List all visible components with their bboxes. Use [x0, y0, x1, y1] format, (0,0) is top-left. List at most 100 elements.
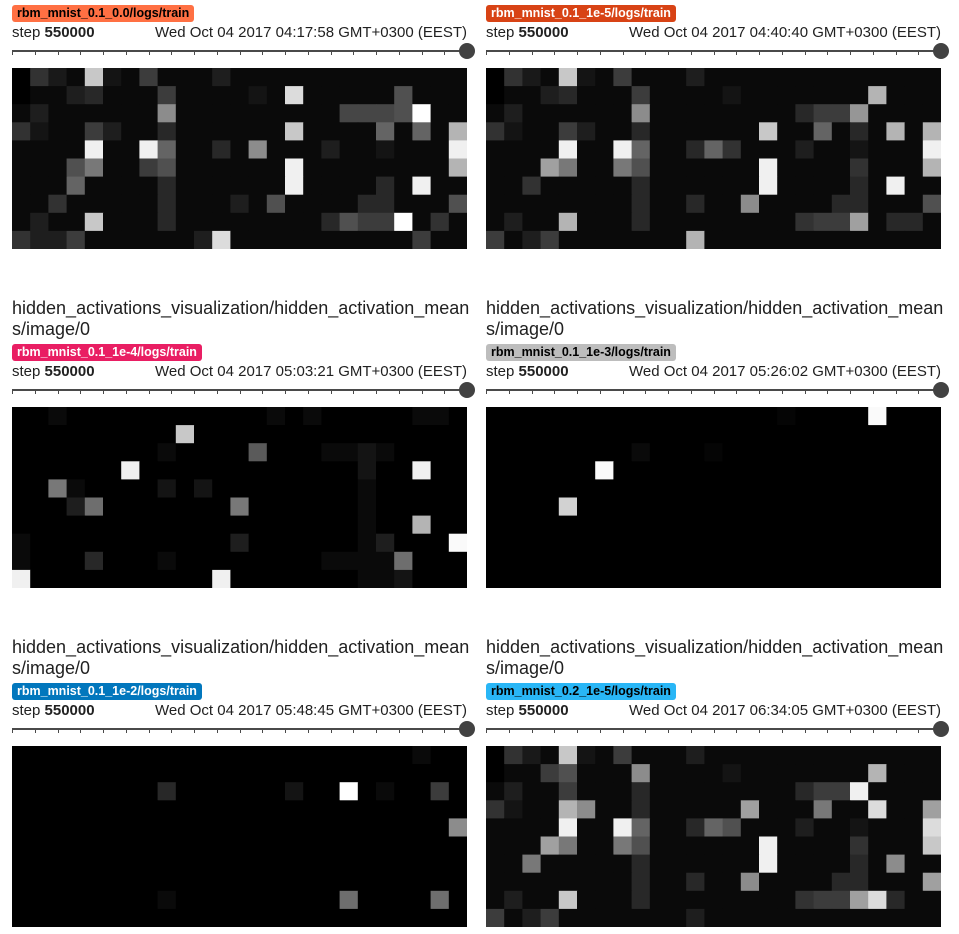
slider-tick	[262, 52, 263, 55]
heatmap-cell	[740, 425, 760, 444]
heatmap-cell	[303, 782, 322, 801]
slider-thumb[interactable]	[933, 721, 949, 737]
heatmap-cell	[30, 425, 49, 444]
heatmap-cell	[522, 443, 542, 462]
heatmap-cell	[48, 746, 68, 765]
run-chip[interactable]: rbm_mnist_0.1_1e-5/logs/train	[486, 5, 676, 22]
heatmap-cell	[886, 461, 906, 480]
slider-thumb[interactable]	[933, 382, 949, 398]
heatmap-cell	[394, 194, 413, 214]
heatmap-cell	[84, 194, 104, 214]
slider-track[interactable]	[486, 728, 941, 730]
step-label: step	[12, 24, 41, 41]
heatmap-cell	[376, 818, 395, 837]
heatmap-cell	[357, 68, 377, 87]
heatmap-cell	[668, 461, 687, 480]
heatmap-cell	[777, 230, 796, 249]
heatmap-cell	[66, 533, 86, 553]
card-title: hidden_activations_visualization/hidden_…	[12, 637, 470, 678]
heatmap-cell	[48, 782, 68, 801]
heatmap-cell	[777, 104, 796, 123]
heatmap-cell	[668, 872, 687, 892]
heatmap-cell	[448, 764, 467, 783]
heatmap-cell	[285, 890, 304, 910]
heatmap-cell	[303, 443, 322, 462]
slider-thumb[interactable]	[459, 721, 475, 737]
step-slider[interactable]	[12, 721, 476, 737]
heatmap-cell	[157, 782, 177, 801]
heatmap-cell	[212, 800, 231, 819]
slider-tick	[80, 391, 81, 394]
heatmap-cell	[248, 836, 268, 856]
heatmap-cell	[175, 68, 195, 87]
activation-image[interactable]	[486, 68, 941, 249]
run-chip[interactable]: rbm_mnist_0.1_0.0/logs/train	[12, 5, 195, 22]
heatmap-cell	[522, 836, 542, 856]
heatmap-cell	[157, 68, 177, 87]
heatmap-cell	[504, 515, 523, 535]
run-chip[interactable]: rbm_mnist_0.2_1e-5/logs/train	[486, 683, 676, 700]
heatmap-cell	[266, 230, 286, 249]
heatmap-cell	[777, 800, 796, 819]
heatmap-cell	[175, 533, 195, 553]
heatmap-cell	[321, 86, 341, 105]
slider-track[interactable]	[12, 728, 467, 730]
heatmap-cell	[759, 764, 778, 783]
heatmap-cell	[850, 407, 869, 426]
step-slider[interactable]	[486, 721, 950, 737]
slider-track[interactable]	[12, 389, 467, 391]
heatmap-cell	[904, 782, 924, 801]
slider-tick	[850, 52, 851, 55]
slider-track[interactable]	[486, 50, 941, 52]
heatmap-cell	[668, 836, 687, 856]
slider-thumb[interactable]	[459, 382, 475, 398]
heatmap-cell	[613, 461, 633, 480]
run-chip[interactable]: rbm_mnist_0.1_1e-4/logs/train	[12, 344, 202, 361]
slider-thumb[interactable]	[459, 43, 475, 59]
activation-image[interactable]	[486, 746, 941, 927]
step-slider[interactable]	[486, 43, 950, 59]
activation-image[interactable]	[12, 68, 467, 249]
step-slider[interactable]	[12, 43, 476, 59]
activation-image[interactable]	[486, 407, 941, 588]
heatmap-cell	[212, 854, 231, 874]
heatmap-cell	[722, 194, 742, 214]
heatmap-cell	[394, 461, 413, 480]
heatmap-cell	[486, 212, 505, 232]
run-chip[interactable]: rbm_mnist_0.1_1e-2/logs/train	[12, 683, 202, 700]
heatmap-cell	[175, 782, 195, 801]
slider-tick	[918, 52, 919, 55]
activation-image[interactable]	[12, 407, 467, 588]
heatmap-cell	[121, 533, 140, 553]
heatmap-cell	[486, 407, 505, 426]
heatmap-cell	[448, 800, 467, 819]
heatmap-cell	[649, 425, 669, 444]
heatmap-cell	[558, 104, 578, 123]
heatmap-cell	[686, 407, 705, 426]
slider-tick	[240, 391, 241, 394]
heatmap-cell	[813, 407, 833, 426]
heatmap-cell	[121, 425, 140, 444]
slider-track[interactable]	[486, 389, 941, 391]
step-slider[interactable]	[12, 382, 476, 398]
heatmap-cell	[831, 407, 851, 426]
heatmap-cell	[795, 569, 815, 588]
heatmap-cell	[558, 551, 578, 571]
step-slider[interactable]	[486, 382, 950, 398]
heatmap-cell	[922, 854, 941, 874]
heatmap-cell	[357, 569, 377, 588]
heatmap-cell	[30, 176, 49, 196]
heatmap-cell	[303, 230, 322, 249]
activation-image[interactable]	[12, 746, 467, 927]
heatmap-cell	[430, 68, 450, 87]
heatmap-cell	[376, 746, 395, 765]
run-chip[interactable]: rbm_mnist_0.1_1e-3/logs/train	[486, 344, 676, 361]
heatmap-cell	[740, 782, 760, 801]
heatmap-cell	[339, 569, 359, 588]
heatmap-cell	[12, 230, 31, 249]
slider-thumb[interactable]	[933, 43, 949, 59]
heatmap-cell	[194, 818, 213, 837]
heatmap-cell	[12, 746, 31, 765]
slider-track[interactable]	[12, 50, 467, 52]
heatmap-cell	[504, 68, 523, 87]
